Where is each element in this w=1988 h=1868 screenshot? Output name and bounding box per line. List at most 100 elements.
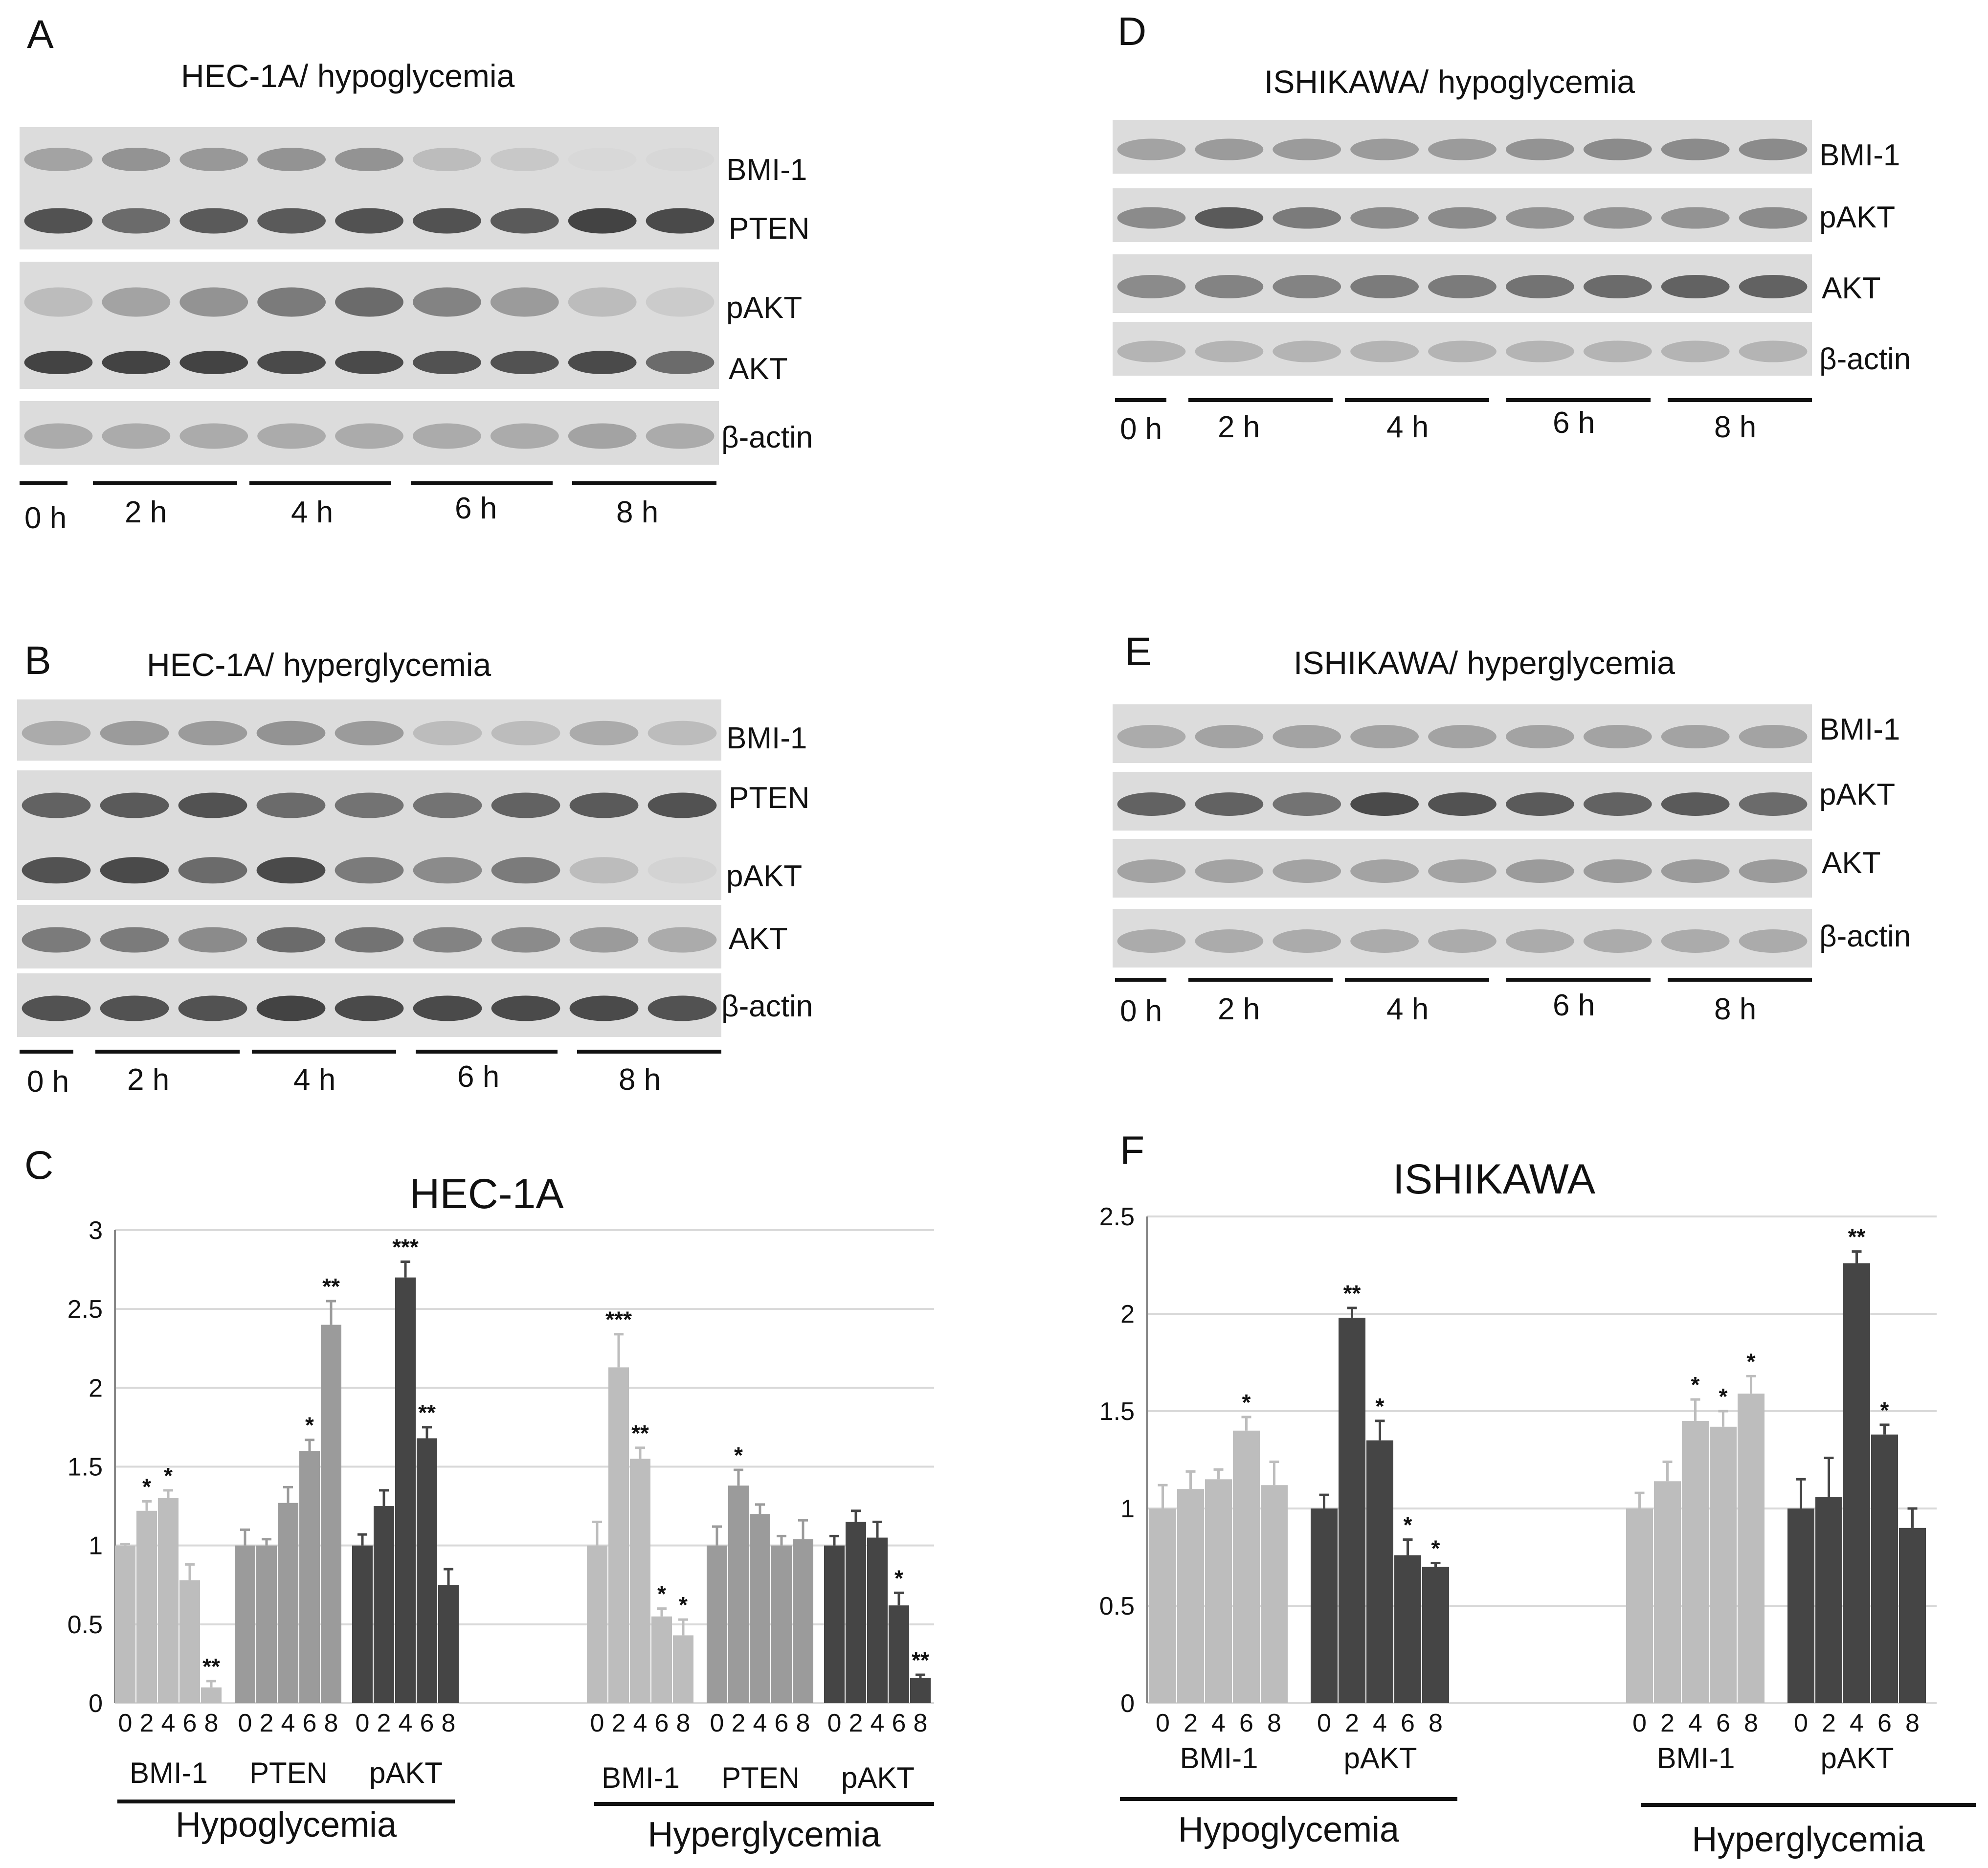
y-tick-label: 1 [1120,1495,1135,1523]
significance-star: * [1431,1535,1440,1561]
bar-PTEN-2 [728,1485,749,1703]
panel-letter-C: C [24,1143,53,1188]
x-tick-label: 4 [1373,1709,1387,1737]
blot-A-band-5-1 [24,423,93,449]
blot-A-band-2-9 [646,208,715,234]
blot-B-band-5-8 [569,995,639,1021]
y-tick-label: 1.5 [1099,1397,1135,1426]
blot-E-band-1-7 [1583,725,1652,748]
x-tick-label: 4 [1688,1709,1702,1737]
significance-star: ** [1343,1281,1361,1306]
bar-BMI-1-0 [587,1545,607,1703]
x-tick-label: 0 [827,1709,842,1737]
blot-A-band-4-1 [24,351,93,374]
blot-B-band-5-7 [491,995,560,1021]
x-tick-label: 4 [633,1709,648,1737]
time-label-A-4: 4 h [291,495,333,529]
panel-E: E ISHIKAWA/ hyperglycemia BMI-1 pAKT AKT… [1113,630,1911,1028]
blot-B-band-5-6 [413,995,482,1021]
y-tick-label: 2 [89,1374,103,1402]
significance-star: ** [1848,1224,1866,1250]
blot-D-band-4-4 [1350,340,1419,362]
blot-A-band-4-8 [568,351,637,374]
blot-E-band-3-8 [1661,859,1730,883]
blot-B-band-4-6 [413,927,482,953]
panel-letter-B: B [24,638,51,683]
bar-pAKT-2 [374,1506,394,1703]
blot-D-band-1-1 [1117,138,1186,160]
significance-star: ** [202,1654,220,1679]
row-label-D-4: β-actin [1819,342,1911,376]
bar-BMI-1-2 [136,1510,157,1703]
bar-PTEN-2 [256,1545,277,1703]
time-label-A-2: 2 h [125,495,167,529]
significance-star: * [1747,1349,1756,1374]
blot-A-band-3-6 [412,287,481,317]
blot-E-band-1-9 [1739,725,1808,748]
blot-A-band-3-4 [257,287,326,317]
blot-E-band-3-6 [1505,859,1574,883]
blot-B-band-1-8 [569,720,639,745]
blot-D-strip-4 [1113,322,1812,376]
blot-D-band-2-9 [1739,207,1808,229]
y-tick-label: 0.5 [1099,1592,1135,1620]
x-tick-label: 4 [1211,1709,1226,1737]
blot-B-band-3-1 [22,857,91,884]
blot-D-band-1-4 [1350,138,1419,160]
blot-B-band-2-1 [22,792,91,818]
row-label-E-1: BMI-1 [1819,713,1900,746]
significance-star: * [1242,1390,1251,1415]
bar-pAKT-8 [1422,1567,1449,1703]
x-tick-label: 4 [161,1709,176,1737]
y-tick-label: 0.5 [67,1611,103,1639]
blot-B-band-5-5 [335,995,404,1021]
time-label-E-4: 4 h [1386,992,1429,1026]
bar-PTEN-4 [750,1514,770,1703]
bar-pAKT-6 [417,1438,437,1703]
blot-B-band-4-9 [648,927,717,953]
row-label-A-2: PTEN [729,212,809,246]
significance-star: * [1719,1384,1728,1409]
row-label-A-5: β-actin [721,421,813,454]
x-tick-label: 8 [442,1709,456,1737]
bar-BMI-1-6 [179,1580,200,1703]
protein-label: PTEN [721,1761,800,1794]
significance-star: * [679,1592,688,1618]
bar-pAKT-6 [1871,1434,1898,1703]
time-label-B-4: 4 h [293,1063,335,1097]
bar-pAKT-6 [889,1605,909,1703]
blot-title-A: HEC-1A/ hypoglycemia [181,58,515,94]
blot-A-band-5-6 [412,423,481,449]
blot-D-band-2-2 [1195,207,1264,229]
bar-PTEN-8 [321,1325,341,1703]
blot-E-band-4-3 [1273,929,1341,953]
bar-PTEN-6 [299,1451,320,1703]
row-label-E-4: β-actin [1819,920,1911,953]
time-label-E-2: 2 h [1218,992,1260,1026]
row-label-B-3: pAKT [726,859,802,893]
blot-D-band-4-5 [1428,340,1497,362]
blot-A-band-3-3 [179,287,248,317]
blot-B-band-3-3 [178,857,247,884]
blot-A-band-1-3 [179,148,248,171]
condition-label: Hypoglycemia [176,1805,397,1845]
blot-A-band-1-2 [102,148,171,171]
bar-pAKT-4 [395,1277,416,1703]
blot-E-band-3-5 [1428,859,1497,883]
significance-star: * [1691,1372,1700,1397]
time-axis-D: 0 h 2 h 4 h 6 h 8 h [1115,398,1812,446]
blot-title-D: ISHIKAWA/ hypoglycemia [1264,64,1635,100]
row-label-D-2: pAKT [1819,201,1895,234]
significance-star: * [142,1474,151,1499]
x-tick-label: 0 [1156,1709,1170,1737]
x-tick-label: 0 [356,1709,370,1737]
x-tick-label: 6 [1401,1709,1415,1737]
blot-B-band-3-8 [569,857,639,884]
significance-star: * [657,1581,666,1607]
bar-BMI-1-8 [1261,1485,1288,1703]
bar-PTEN-0 [707,1545,727,1703]
blot-A-band-1-8 [568,148,637,171]
blot-D-band-3-1 [1117,275,1186,298]
blot-D-band-1-2 [1195,138,1264,160]
